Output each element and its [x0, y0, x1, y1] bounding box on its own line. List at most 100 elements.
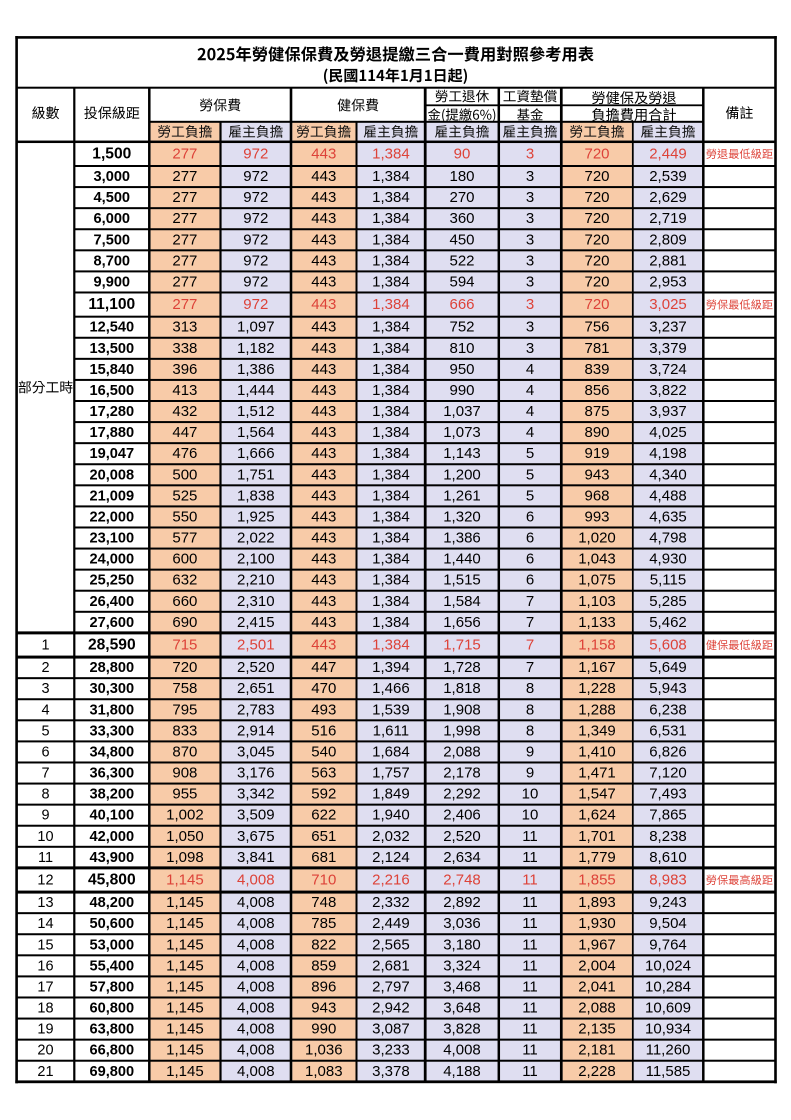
svg-text:15,840: 15,840 — [89, 362, 134, 378]
svg-text:277: 277 — [172, 296, 197, 313]
svg-text:681: 681 — [311, 849, 336, 866]
svg-text:2,135: 2,135 — [578, 1021, 616, 1038]
svg-text:11: 11 — [522, 957, 538, 974]
svg-text:710: 710 — [311, 872, 336, 889]
svg-text:443: 443 — [311, 273, 336, 290]
svg-text:756: 756 — [584, 319, 609, 336]
svg-text:3,937: 3,937 — [649, 403, 687, 420]
svg-text:66,800: 66,800 — [89, 1043, 134, 1059]
svg-text:11,585: 11,585 — [646, 1063, 691, 1080]
svg-text:4: 4 — [526, 382, 534, 399]
svg-text:443: 443 — [311, 210, 336, 227]
svg-text:1,384: 1,384 — [372, 319, 410, 336]
svg-text:11: 11 — [522, 1000, 538, 1017]
svg-text:1,998: 1,998 — [443, 722, 481, 739]
svg-text:3,648: 3,648 — [443, 1000, 481, 1017]
svg-text:11: 11 — [522, 872, 538, 889]
svg-text:6: 6 — [41, 744, 49, 760]
svg-text:1,611: 1,611 — [373, 722, 409, 739]
svg-text:1,684: 1,684 — [372, 743, 410, 760]
svg-text:3,000: 3,000 — [94, 169, 131, 185]
svg-text:2,634: 2,634 — [443, 849, 481, 866]
svg-text:500: 500 — [172, 466, 197, 483]
svg-text:4,008: 4,008 — [237, 978, 275, 995]
svg-text:2,178: 2,178 — [443, 765, 481, 782]
svg-text:43,900: 43,900 — [89, 850, 134, 866]
svg-text:1,200: 1,200 — [443, 466, 481, 483]
svg-text:443: 443 — [311, 487, 336, 504]
svg-text:277: 277 — [172, 168, 197, 185]
svg-text:8,238: 8,238 — [649, 828, 687, 845]
svg-text:4,008: 4,008 — [237, 1000, 275, 1017]
svg-text:972: 972 — [243, 168, 268, 185]
svg-text:25,250: 25,250 — [89, 573, 134, 589]
svg-text:1,967: 1,967 — [578, 936, 616, 953]
svg-text:972: 972 — [243, 252, 268, 269]
svg-text:90: 90 — [454, 145, 471, 162]
svg-text:443: 443 — [311, 424, 336, 441]
svg-text:3: 3 — [41, 681, 49, 697]
svg-text:17: 17 — [37, 979, 53, 995]
svg-text:540: 540 — [311, 743, 336, 760]
svg-text:443: 443 — [311, 252, 336, 269]
svg-text:11,100: 11,100 — [88, 296, 135, 313]
svg-text:1,512: 1,512 — [237, 403, 275, 420]
svg-text:18: 18 — [37, 1001, 53, 1017]
svg-text:277: 277 — [172, 145, 197, 162]
svg-text:277: 277 — [172, 273, 197, 290]
svg-text:2,088: 2,088 — [578, 1000, 616, 1017]
svg-text:525: 525 — [172, 487, 197, 504]
svg-text:516: 516 — [311, 722, 336, 739]
svg-text:4,930: 4,930 — [649, 551, 687, 568]
svg-text:522: 522 — [449, 252, 474, 269]
svg-text:1,384: 1,384 — [372, 168, 410, 185]
svg-text:1,145: 1,145 — [166, 872, 204, 889]
svg-text:1,075: 1,075 — [578, 572, 616, 589]
svg-text:14: 14 — [37, 916, 53, 932]
svg-text:1,145: 1,145 — [166, 915, 204, 932]
svg-text:4,008: 4,008 — [237, 1021, 275, 1038]
svg-text:1,097: 1,097 — [237, 319, 275, 336]
svg-text:2,032: 2,032 — [372, 828, 410, 845]
svg-text:1,145: 1,145 — [166, 957, 204, 974]
svg-text:9,504: 9,504 — [649, 915, 687, 932]
svg-text:7: 7 — [41, 766, 49, 782]
svg-text:3: 3 — [526, 319, 534, 336]
svg-text:1,656: 1,656 — [443, 614, 481, 631]
svg-text:4,008: 4,008 — [237, 957, 275, 974]
svg-text:1,002: 1,002 — [166, 807, 204, 824]
svg-text:31,800: 31,800 — [89, 702, 134, 718]
svg-text:443: 443 — [311, 530, 336, 547]
svg-text:4,500: 4,500 — [94, 190, 131, 206]
svg-text:2: 2 — [41, 660, 49, 676]
svg-text:4: 4 — [526, 403, 534, 420]
svg-text:2,520: 2,520 — [443, 828, 481, 845]
svg-text:10,609: 10,609 — [645, 1000, 691, 1017]
svg-text:1,083: 1,083 — [305, 1063, 343, 1080]
svg-text:1,930: 1,930 — [578, 915, 616, 932]
svg-text:11: 11 — [522, 1063, 538, 1080]
svg-text:60,800: 60,800 — [89, 1001, 134, 1017]
svg-text:5: 5 — [526, 466, 534, 483]
svg-text:1,818: 1,818 — [443, 680, 481, 697]
svg-text:9: 9 — [526, 743, 534, 760]
svg-text:1,384: 1,384 — [372, 296, 410, 313]
svg-text:592: 592 — [311, 786, 336, 803]
svg-text:28,590: 28,590 — [88, 637, 136, 654]
svg-text:6: 6 — [526, 551, 534, 568]
svg-text:313: 313 — [172, 319, 197, 336]
svg-text:1,098: 1,098 — [166, 849, 204, 866]
svg-text:1,384: 1,384 — [372, 614, 410, 631]
svg-text:1,500: 1,500 — [92, 145, 131, 162]
svg-text:1,384: 1,384 — [372, 508, 410, 525]
svg-text:4,008: 4,008 — [237, 894, 275, 911]
svg-text:6,826: 6,826 — [649, 743, 687, 760]
svg-text:45,800: 45,800 — [88, 872, 136, 889]
svg-text:8,983: 8,983 — [649, 872, 687, 889]
svg-text:1,539: 1,539 — [372, 701, 410, 718]
svg-text:1,384: 1,384 — [372, 145, 410, 162]
svg-text:972: 972 — [243, 273, 268, 290]
svg-text:990: 990 — [311, 1021, 336, 1038]
svg-text:822: 822 — [311, 936, 336, 953]
svg-text:1,838: 1,838 — [237, 487, 275, 504]
